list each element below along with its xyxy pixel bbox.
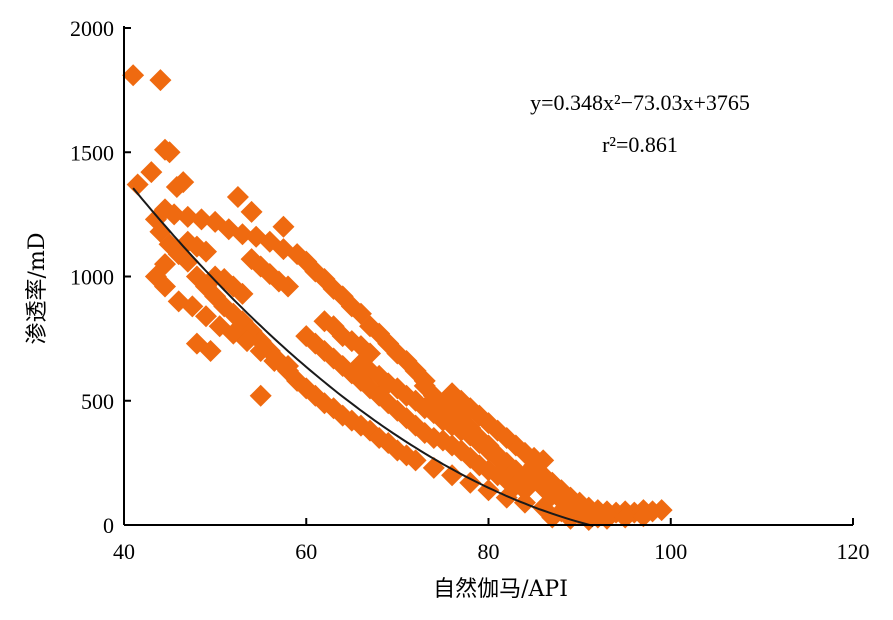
y-tick-label: 1500 — [70, 140, 114, 165]
data-point — [226, 185, 249, 208]
data-point — [249, 340, 272, 363]
data-point — [140, 161, 163, 184]
data-point — [532, 449, 555, 472]
data-point — [431, 409, 454, 432]
x-tick-label: 100 — [654, 539, 687, 564]
data-point — [236, 330, 259, 353]
y-tick-label: 500 — [81, 389, 114, 414]
data-point — [195, 305, 218, 328]
data-point — [632, 505, 655, 528]
data-point — [240, 200, 263, 223]
fit-curve — [132, 187, 594, 527]
data-point — [541, 506, 564, 529]
data-point — [286, 243, 309, 266]
fit-r-squared: r²=0.861 — [602, 132, 678, 157]
data-point — [165, 176, 188, 199]
data-point — [559, 494, 582, 517]
data-point — [122, 64, 145, 87]
fit-equation: y=0.348x²−73.03x+3765 — [530, 90, 750, 115]
data-point — [181, 295, 204, 318]
data-point — [149, 69, 172, 92]
data-point — [240, 248, 263, 271]
data-point — [190, 208, 213, 231]
data-point — [441, 464, 464, 487]
data-point — [163, 203, 186, 226]
data-point — [158, 141, 181, 164]
x-tick-label: 60 — [295, 539, 317, 564]
data-point — [231, 282, 254, 305]
data-point — [404, 449, 427, 472]
data-point — [322, 315, 345, 338]
data-point — [504, 434, 527, 457]
x-axis-title: 自然伽马/API — [433, 577, 568, 602]
data-point — [486, 446, 509, 469]
axis-ticks: 0 500 1000 1500 2000 40 60 80 100 120 — [70, 16, 870, 564]
y-tick-label: 0 — [103, 513, 114, 538]
data-point — [272, 238, 295, 261]
data-point — [176, 205, 199, 228]
y-tick-label: 1000 — [70, 265, 114, 290]
y-tick-label: 2000 — [70, 16, 114, 41]
x-tick-label: 120 — [837, 539, 870, 564]
data-point — [422, 427, 445, 450]
data-point — [441, 382, 464, 405]
data-point — [154, 275, 177, 298]
data-point — [199, 340, 222, 363]
data-point — [404, 414, 427, 437]
data-point — [650, 499, 673, 522]
data-point — [126, 173, 149, 196]
scatter-points — [122, 64, 673, 532]
data-point — [249, 384, 272, 407]
x-tick-label: 40 — [113, 539, 135, 564]
x-tick-label: 80 — [478, 539, 500, 564]
y-axis-title: 渗透率/mD — [25, 233, 50, 345]
data-point — [277, 354, 300, 377]
data-point — [272, 215, 295, 238]
data-point — [614, 506, 637, 529]
data-point — [459, 471, 482, 494]
data-point — [195, 240, 218, 263]
data-point — [231, 223, 254, 246]
